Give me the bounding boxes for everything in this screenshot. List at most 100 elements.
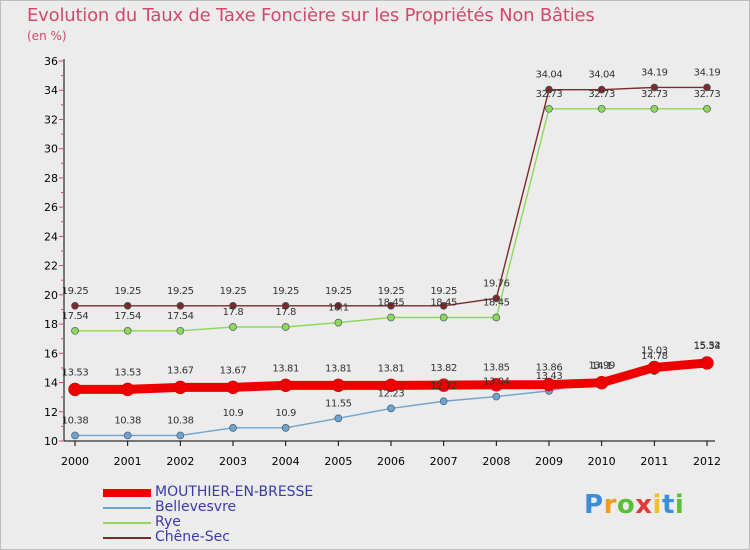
x-tick-label: 2012 xyxy=(693,455,721,468)
logo-letter: r xyxy=(603,490,617,520)
y-tick-label: 10 xyxy=(44,435,58,448)
data-point-mouthier-en-bresse xyxy=(700,356,714,370)
data-point-rye xyxy=(545,104,553,113)
y-tick-label: 34 xyxy=(44,84,58,97)
x-tick-label: 2004 xyxy=(272,455,300,468)
data-label: 18.45 xyxy=(430,298,457,309)
data-point-ch-ne-sec xyxy=(281,301,290,310)
data-point-bellevesvre xyxy=(492,392,501,401)
data-label: 12.72 xyxy=(430,381,457,392)
data-point-bellevesvre xyxy=(281,423,290,432)
legend-label: Chêne-Sec xyxy=(155,529,230,545)
data-label: 32.73 xyxy=(694,89,721,100)
data-label: 13.86 xyxy=(536,363,563,374)
data-label: 10.9 xyxy=(275,408,296,419)
logo-letter: o xyxy=(616,490,636,520)
data-label: 14.78 xyxy=(641,351,668,362)
data-label: 10.38 xyxy=(62,415,89,426)
legend-swatch xyxy=(103,537,151,539)
data-point-mouthier-en-bresse xyxy=(647,360,662,375)
data-label: 19.25 xyxy=(378,286,405,297)
data-point-bellevesvre xyxy=(229,423,237,432)
x-tick-label: 2003 xyxy=(219,455,247,468)
data-point-mouthier-en-bresse xyxy=(384,378,398,393)
data-label: 11.55 xyxy=(325,398,352,409)
data-point-rye xyxy=(229,323,237,331)
series-line-ch-ne-sec xyxy=(74,86,708,307)
logo-letter: x xyxy=(635,490,653,520)
legend-swatch xyxy=(103,522,151,524)
legend-swatch xyxy=(103,507,151,509)
data-label: 13.04 xyxy=(483,377,510,388)
data-label: 18.45 xyxy=(483,298,510,309)
x-tick-label: 2005 xyxy=(324,455,352,468)
y-tick-label: 22 xyxy=(44,260,58,273)
data-point-mouthier-en-bresse xyxy=(542,377,556,392)
data-point-ch-ne-sec xyxy=(387,301,395,310)
data-point-rye xyxy=(439,313,448,322)
data-label: 14.1 xyxy=(591,361,612,372)
logo-letter: i xyxy=(652,490,662,520)
data-point-ch-ne-sec xyxy=(545,85,553,94)
data-point-mouthier-en-bresse xyxy=(436,378,451,392)
data-point-rye xyxy=(334,318,343,327)
data-label: 32.73 xyxy=(536,89,563,100)
data-label: 19.25 xyxy=(62,286,89,297)
x-tick-label: 2009 xyxy=(535,455,563,468)
x-tick-label: 2001 xyxy=(114,455,142,468)
data-point-mouthier-en-bresse xyxy=(120,382,135,397)
y-tick-label: 26 xyxy=(44,201,58,214)
series-layer xyxy=(68,83,714,440)
y-tick-label: 32 xyxy=(44,113,58,126)
data-label: 19.25 xyxy=(114,286,141,297)
data-label: 12.23 xyxy=(378,388,405,399)
unit-label: (en %) xyxy=(27,29,67,43)
x-tick-label: 2000 xyxy=(61,455,89,468)
y-tick-label: 12 xyxy=(44,406,58,419)
data-point-ch-ne-sec xyxy=(597,85,606,94)
data-label: 10.38 xyxy=(114,415,141,426)
data-point-mouthier-en-bresse xyxy=(68,382,82,397)
logo-letter: t xyxy=(661,490,675,520)
data-point-rye xyxy=(597,104,606,113)
data-label: 34.04 xyxy=(588,70,615,81)
data-label: 15.34 xyxy=(694,341,721,352)
y-tick-label: 16 xyxy=(44,347,58,360)
data-point-ch-ne-sec xyxy=(229,301,237,310)
data-label: 18.45 xyxy=(378,298,405,309)
data-point-ch-ne-sec xyxy=(703,83,711,92)
data-label: 13.99 xyxy=(588,361,615,372)
data-label: 13.53 xyxy=(62,367,89,378)
data-point-bellevesvre xyxy=(123,431,132,440)
data-point-bellevesvre xyxy=(439,397,448,406)
y-tick-label: 14 xyxy=(44,377,58,390)
data-label: 15.03 xyxy=(641,345,668,356)
y-tick-label: 18 xyxy=(44,318,58,331)
legend-label: MOUTHIER-EN-BRESSE xyxy=(155,484,314,500)
data-label: 32.73 xyxy=(588,89,615,100)
data-point-ch-ne-sec xyxy=(71,301,79,310)
data-point-rye xyxy=(281,323,290,331)
data-point-bellevesvre xyxy=(387,404,395,413)
data-label: 19.25 xyxy=(220,286,247,297)
y-tick-label: 28 xyxy=(44,172,58,185)
data-label: 13.81 xyxy=(272,363,299,374)
data-point-ch-ne-sec xyxy=(176,301,185,310)
data-label: 13.81 xyxy=(378,363,405,374)
legend-label: Bellevesvre xyxy=(155,499,237,515)
x-tick-label: 2006 xyxy=(377,455,405,468)
data-point-mouthier-en-bresse xyxy=(331,378,346,393)
y-tick-label: 30 xyxy=(44,143,58,156)
data-point-ch-ne-sec xyxy=(439,301,448,310)
data-point-mouthier-en-bresse xyxy=(278,378,293,393)
data-label: 13.67 xyxy=(220,365,247,376)
data-point-rye xyxy=(176,326,185,335)
data-point-ch-ne-sec xyxy=(123,301,132,310)
data-point-rye xyxy=(492,313,501,322)
data-label: 19.25 xyxy=(430,286,457,297)
data-label: 10.9 xyxy=(223,408,244,419)
x-tick-label: 2002 xyxy=(166,455,194,468)
data-label: 15.52 xyxy=(694,340,721,351)
data-label: 34.19 xyxy=(641,67,668,78)
logo-letter: i xyxy=(674,490,685,520)
